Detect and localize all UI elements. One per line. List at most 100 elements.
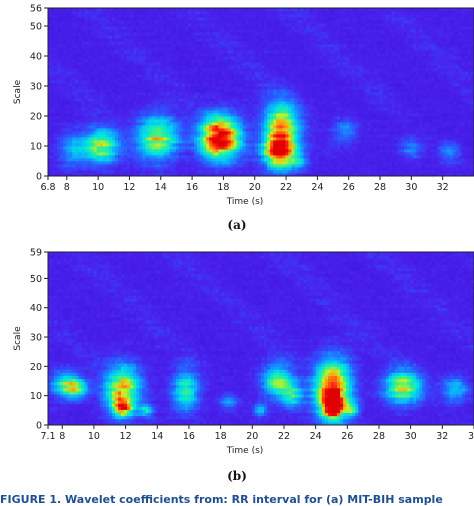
heatmap-cell bbox=[279, 152, 283, 156]
heatmap-cell bbox=[254, 89, 259, 93]
heatmap-cell bbox=[72, 53, 76, 57]
heatmap-cell bbox=[157, 107, 161, 111]
heatmap-cell bbox=[78, 152, 82, 156]
heatmap-cell bbox=[285, 98, 289, 102]
heatmap-cell bbox=[99, 152, 104, 156]
heatmap-cell bbox=[194, 74, 198, 78]
heatmap-cell bbox=[215, 146, 219, 150]
heatmap-cell bbox=[279, 59, 283, 63]
heatmap-cell bbox=[127, 17, 131, 21]
heatmap-cell bbox=[230, 113, 235, 117]
heatmap-cell bbox=[54, 155, 58, 159]
heatmap-cell bbox=[203, 131, 207, 135]
heatmap-cell bbox=[264, 47, 268, 51]
heatmap-cell bbox=[60, 89, 64, 93]
heatmap-cell bbox=[257, 98, 262, 102]
heatmap-cell bbox=[291, 143, 295, 147]
heatmap-cell bbox=[145, 119, 149, 123]
heatmap-cell bbox=[303, 20, 308, 24]
heatmap-cell bbox=[117, 92, 122, 96]
heatmap-cell bbox=[218, 41, 222, 45]
heatmap-cell bbox=[297, 83, 301, 87]
heatmap-cell bbox=[111, 26, 116, 30]
heatmap-cell bbox=[315, 77, 320, 81]
heatmap-cell bbox=[285, 74, 289, 78]
heatmap-cell bbox=[54, 95, 58, 99]
heatmap-cell bbox=[251, 80, 256, 84]
heatmap-cell bbox=[197, 44, 201, 48]
heatmap-cell bbox=[142, 116, 146, 120]
heatmap-cell bbox=[209, 113, 213, 117]
heatmap-cell bbox=[227, 140, 231, 144]
heatmap-cell bbox=[133, 74, 137, 78]
heatmap-cell bbox=[151, 167, 155, 171]
heatmap-cell bbox=[166, 101, 171, 105]
heatmap-cell bbox=[114, 65, 119, 69]
heatmap-cell bbox=[157, 128, 161, 132]
heatmap-cell bbox=[169, 107, 174, 111]
heatmap-cell bbox=[221, 86, 225, 90]
heatmap-cell bbox=[303, 71, 308, 75]
heatmap-cell bbox=[215, 125, 219, 129]
heatmap-cell bbox=[288, 161, 292, 165]
heatmap-cell bbox=[51, 26, 55, 30]
heatmap-cell bbox=[254, 164, 259, 168]
heatmap-cell bbox=[172, 98, 177, 102]
heatmap-cell bbox=[291, 98, 295, 102]
heatmap-cell bbox=[48, 47, 52, 51]
heatmap-cell bbox=[178, 95, 183, 99]
heatmap-cell bbox=[178, 158, 183, 162]
heatmap-cell bbox=[130, 23, 134, 27]
heatmap-cell bbox=[236, 146, 241, 150]
heatmap-cell bbox=[181, 47, 186, 51]
heatmap-cell bbox=[233, 68, 238, 72]
heatmap-cell bbox=[194, 92, 198, 96]
heatmap-cell bbox=[282, 167, 286, 171]
heatmap-cell bbox=[191, 125, 195, 129]
heatmap-cell bbox=[48, 20, 52, 24]
heatmap-cell bbox=[264, 131, 268, 135]
heatmap-cell bbox=[78, 65, 82, 69]
heatmap-cell bbox=[212, 95, 216, 99]
heatmap-cell bbox=[282, 110, 286, 114]
heatmap-cell bbox=[105, 26, 110, 30]
heatmap-cell bbox=[169, 95, 174, 99]
heatmap-cell bbox=[160, 131, 165, 135]
heatmap-cell bbox=[254, 83, 259, 87]
heatmap-cell bbox=[239, 122, 244, 126]
heatmap-cell bbox=[124, 38, 128, 42]
heatmap-cell bbox=[306, 140, 311, 144]
heatmap-cell bbox=[57, 26, 61, 30]
heatmap-cell bbox=[221, 131, 225, 135]
heatmap-cell bbox=[157, 44, 161, 48]
heatmap-cell bbox=[227, 158, 231, 162]
heatmap-cell bbox=[121, 86, 125, 90]
heatmap-cell bbox=[160, 101, 165, 105]
heatmap-cell bbox=[157, 38, 161, 42]
heatmap-cell bbox=[279, 86, 283, 90]
heatmap-cell bbox=[245, 113, 250, 117]
heatmap-cell bbox=[251, 62, 256, 66]
heatmap-cell bbox=[215, 68, 219, 72]
heatmap-cell bbox=[303, 44, 308, 48]
heatmap-cell bbox=[181, 173, 186, 177]
heatmap-cell bbox=[130, 116, 134, 120]
heatmap-cell bbox=[69, 164, 73, 168]
heatmap-cell bbox=[124, 20, 128, 24]
heatmap-cell bbox=[194, 170, 198, 174]
heatmap-cell bbox=[96, 77, 101, 81]
heatmap-cell bbox=[133, 95, 137, 99]
heatmap-cell bbox=[114, 83, 119, 87]
heatmap-cell bbox=[206, 122, 210, 126]
heatmap-cell bbox=[130, 161, 134, 165]
heatmap-cell bbox=[163, 41, 168, 45]
heatmap-cell bbox=[99, 65, 104, 69]
heatmap-cell bbox=[242, 119, 247, 123]
heatmap-cell bbox=[303, 113, 308, 117]
heatmap-cell bbox=[139, 20, 143, 24]
heatmap-cell bbox=[267, 146, 271, 150]
heatmap-cell bbox=[300, 131, 304, 135]
heatmap-cell bbox=[145, 149, 149, 153]
heatmap-cell bbox=[203, 155, 207, 159]
heatmap-cell bbox=[130, 38, 134, 42]
